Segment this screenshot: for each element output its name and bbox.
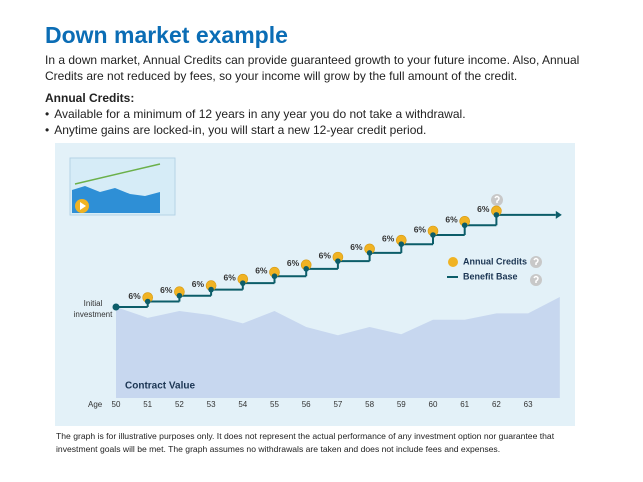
legend-label: Annual Credits [463,256,527,266]
point [430,232,436,238]
credit-label: 6% [350,242,363,252]
area-label: Contract Value [125,381,195,392]
credit-label: 6% [414,224,427,234]
point [271,273,278,280]
credit-label: 6% [319,250,332,260]
x-tick-label: 59 [397,400,406,409]
page-title: Down market example [45,22,288,48]
x-tick-label: 60 [429,400,438,409]
legend-label: Benefit Base [463,271,518,281]
subheading: Annual Credits: [45,91,135,105]
x-tick-label: 58 [365,400,374,409]
x-tick-label: 51 [143,400,152,409]
x-tick-label: 50 [112,400,121,409]
credit-label: 6% [160,285,173,295]
point [461,222,468,229]
x-tick-label: 53 [207,400,216,409]
credit-label: 6% [477,204,490,214]
credit-label: 6% [224,272,237,282]
help-icon[interactable] [530,274,542,286]
point [335,258,341,264]
credit-label: 6% [255,265,268,275]
x-tick-label: 52 [175,400,184,409]
point [493,212,500,218]
credit-label: 6% [128,291,141,301]
legend-swatch [448,257,458,267]
bullet-list: Available for a minimum of 12 years in a… [45,106,466,138]
credit-label: 6% [192,279,205,289]
help-icon[interactable] [530,256,542,268]
x-axis-label: Age [88,400,103,409]
point [240,280,246,286]
x-tick-label: 63 [524,400,533,409]
annotation: Initial investment [73,299,113,319]
x-tick-label: 62 [492,400,501,409]
bullet: Available for a minimum of 12 years in a… [45,106,465,122]
credit-label: 6% [382,233,395,243]
point [398,241,405,247]
arrowhead [555,210,562,219]
help-icon[interactable] [491,194,503,206]
x-tick-label: 61 [460,400,469,409]
point [303,266,310,272]
intro-text: In a down market, Annual Credits can pro… [45,53,580,83]
x-tick-label: 54 [238,400,247,409]
credit-label: 6% [287,258,300,268]
point [176,292,183,299]
area [116,296,560,398]
point [208,286,214,293]
bullet: Anytime gains are locked-in, you will st… [45,122,466,138]
video-thumbnail[interactable] [69,157,176,216]
point [144,298,151,305]
x-tick-label: 56 [302,400,311,409]
footnote: The graph is for illustrative purposes o… [56,431,555,454]
point [366,250,373,256]
credit-label: 6% [445,215,458,225]
x-tick-label: 57 [333,400,342,409]
point [112,303,120,311]
x-tick-label: 55 [270,400,279,409]
